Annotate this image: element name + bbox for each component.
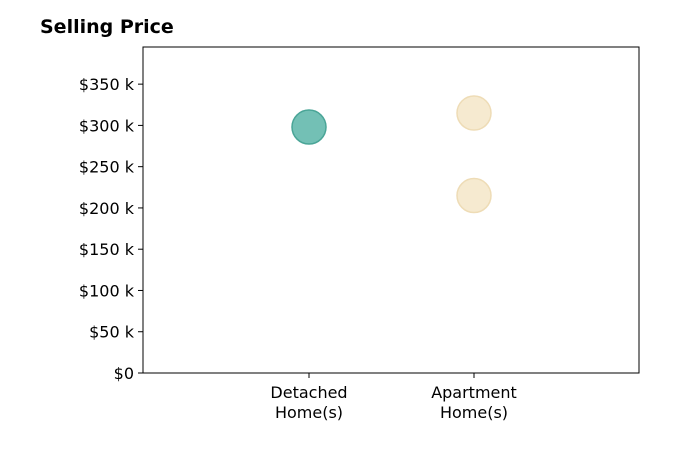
y-tick-label: $50 k [89, 323, 135, 342]
data-point[interactable] [291, 109, 327, 145]
x-tick-label: Apartment [431, 383, 517, 402]
data-point[interactable] [456, 95, 492, 131]
data-point[interactable] [456, 177, 492, 214]
y-tick-label: $0 [114, 364, 134, 383]
x-tick-label: Home(s) [440, 403, 508, 422]
y-tick-label: $250 k [79, 158, 135, 177]
y-tick-label: $150 k [79, 240, 135, 259]
y-tick-label: $200 k [79, 199, 135, 218]
y-axis-ticks: $0 $50 k $100 k $150 k $200 k $250 k $300 k $35… [79, 75, 143, 383]
y-tick-label: $100 k [79, 281, 135, 300]
chart-title: Selling Price [40, 16, 174, 38]
y-tick-label: $300 k [79, 116, 135, 135]
data-points [291, 95, 492, 214]
x-tick-label: Detached [270, 383, 347, 402]
y-tick-label: $350 k [79, 75, 135, 94]
plot-frame [142, 46, 640, 374]
x-tick-label: Home(s) [275, 403, 343, 422]
